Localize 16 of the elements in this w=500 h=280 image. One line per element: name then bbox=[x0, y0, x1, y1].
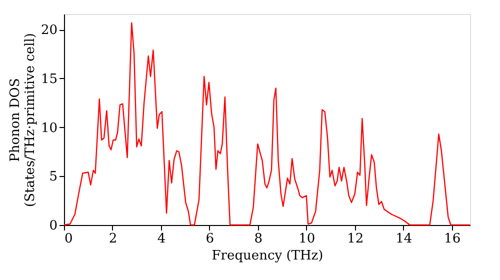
x-tick-label: 0 bbox=[64, 232, 73, 246]
y-axis-title: Phonon DOS (States/THz·primitive cell) bbox=[8, 32, 38, 208]
y-tick-label: 15 bbox=[40, 72, 58, 87]
y-tick-label: 10 bbox=[40, 120, 58, 136]
y-tick-label: 5 bbox=[49, 170, 58, 185]
y-tick-label: 20 bbox=[40, 23, 58, 38]
x-axis-title: Frequency (THz) bbox=[212, 248, 324, 264]
y-tick-label: 0 bbox=[49, 218, 58, 234]
x-tick-label: 2 bbox=[108, 232, 118, 246]
x-tick-label: 14 bbox=[396, 232, 412, 246]
x-tick-label: 4 bbox=[157, 232, 166, 246]
x-tick-label: 12 bbox=[347, 232, 364, 246]
x-tick-label: 16 bbox=[444, 232, 461, 246]
x-tick-label: 10 bbox=[298, 232, 316, 246]
x-tick-label: 6 bbox=[206, 232, 214, 246]
x-tick-label: 8 bbox=[254, 232, 263, 246]
